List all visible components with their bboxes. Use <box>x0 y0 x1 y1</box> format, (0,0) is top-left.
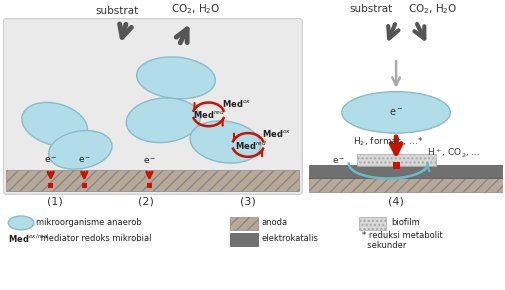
Text: CO$_2$, H$_2$O: CO$_2$, H$_2$O <box>407 2 457 16</box>
Text: e$^-$: e$^-$ <box>142 156 156 166</box>
Text: H$_2$, format , ...*: H$_2$, format , ...* <box>352 136 423 148</box>
Text: e$^-$: e$^-$ <box>77 155 91 165</box>
Text: Med$^{red}$: Med$^{red}$ <box>235 139 267 152</box>
Text: Med$^{ox}$: Med$^{ox}$ <box>262 128 290 139</box>
Text: Med$^{ox}$: Med$^{ox}$ <box>222 98 251 109</box>
Text: Med$^{red}$: Med$^{red}$ <box>192 109 224 121</box>
Ellipse shape <box>22 102 87 146</box>
Bar <box>309 165 501 179</box>
Text: e$^-$: e$^-$ <box>388 107 402 118</box>
Ellipse shape <box>190 121 260 163</box>
Text: Med$^{ox/red}$: Med$^{ox/red}$ <box>8 233 49 245</box>
Bar <box>48 184 53 188</box>
Text: substrat: substrat <box>349 4 392 14</box>
Text: mediator redoks mikrobial: mediator redoks mikrobial <box>38 234 151 243</box>
Bar <box>309 179 501 192</box>
Ellipse shape <box>48 130 112 169</box>
Text: elektrokatalis: elektrokatalis <box>262 234 318 243</box>
Bar <box>358 217 385 230</box>
Text: (3): (3) <box>240 196 256 206</box>
Ellipse shape <box>136 57 215 99</box>
Bar <box>146 184 152 188</box>
Bar <box>230 217 258 230</box>
Bar <box>356 154 435 166</box>
Ellipse shape <box>126 98 199 143</box>
Text: substrat: substrat <box>95 6 138 16</box>
Ellipse shape <box>341 92 449 133</box>
Text: anoda: anoda <box>262 218 287 227</box>
Text: * reduksi metabolit
  sekunder: * reduksi metabolit sekunder <box>361 231 441 250</box>
Text: e$^-$: e$^-$ <box>331 156 345 166</box>
Bar <box>82 184 86 188</box>
Text: (2): (2) <box>138 196 154 206</box>
FancyBboxPatch shape <box>4 19 302 194</box>
Text: mikroorganisme anaerob: mikroorganisme anaerob <box>36 218 141 227</box>
Bar <box>230 233 258 246</box>
Text: (1): (1) <box>46 196 63 206</box>
Bar <box>6 170 299 191</box>
Text: H$^+$, CO$_2$, ...: H$^+$, CO$_2$, ... <box>426 147 479 160</box>
Bar <box>392 162 399 168</box>
Text: e$^-$: e$^-$ <box>44 155 58 165</box>
Ellipse shape <box>8 216 34 230</box>
Text: biofilm: biofilm <box>390 218 419 227</box>
Text: CO$_2$, H$_2$O: CO$_2$, H$_2$O <box>171 2 220 16</box>
Text: (4): (4) <box>387 196 403 206</box>
